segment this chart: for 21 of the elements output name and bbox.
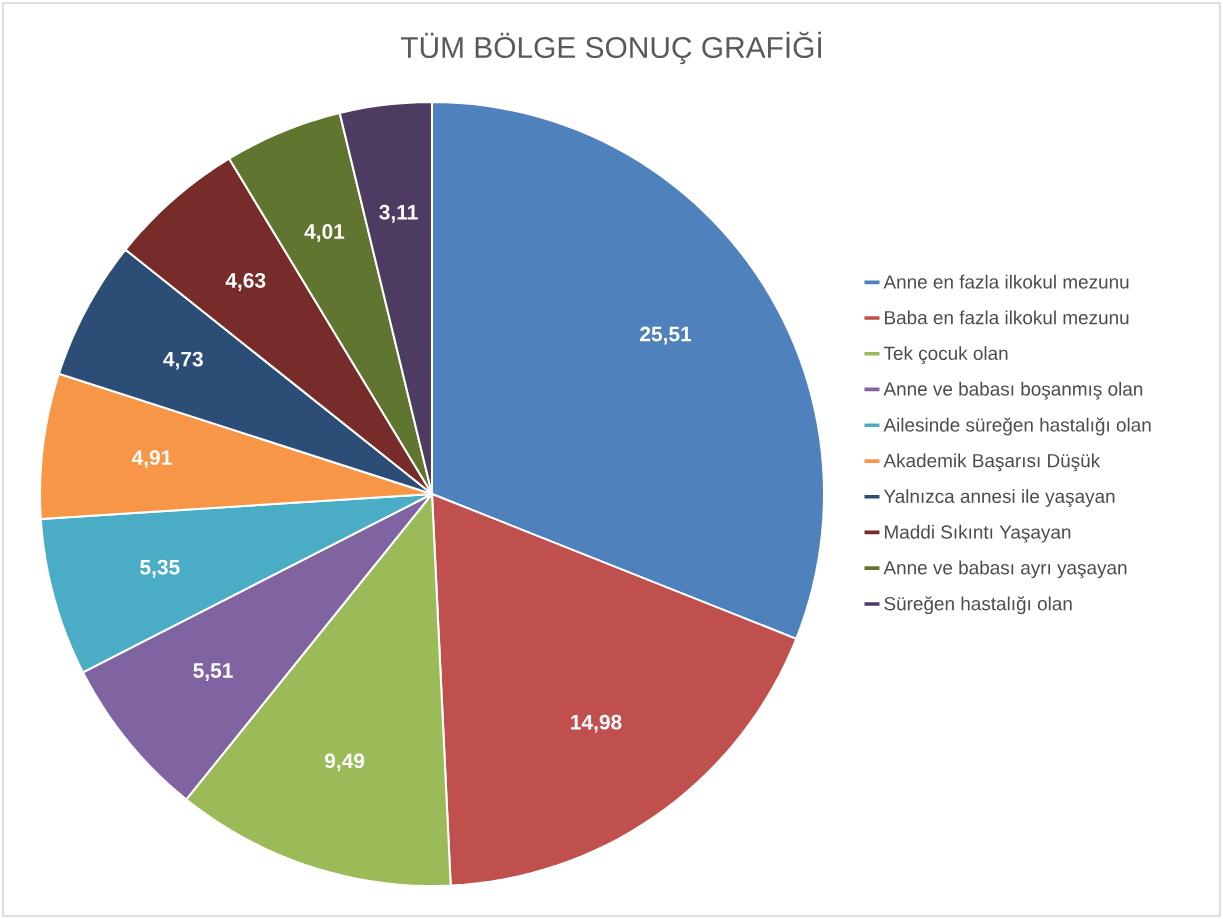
legend-label: Anne ve babası boşanmış olan — [883, 381, 1143, 400]
chart-title: TÜM BÖLGE SONUÇ GRAFİĞİ — [400, 31, 821, 65]
data-label: 5,51 — [193, 663, 233, 681]
data-label: 25,51 — [640, 326, 692, 345]
legend-label: Anne ve babası ayrı yaşayan — [883, 560, 1127, 579]
legend-label: Baba en fazla ilkokul mezunu — [885, 310, 1129, 325]
data-label: 9,49 — [324, 753, 365, 772]
legend-label: Anne en fazla ilkokul mezunu — [883, 274, 1129, 289]
data-label: 14,98 — [571, 714, 622, 733]
legend-label: Ailesinde süreğen hastalığı olan — [883, 417, 1151, 436]
data-label: 3,11 — [379, 204, 418, 223]
legend-label: Akademik Başarısı Düşük — [883, 453, 1101, 472]
data-label: 4,63 — [225, 273, 266, 291]
data-label: 5,35 — [140, 559, 180, 578]
legend-label: Yalnızca annesi ile yaşayan — [883, 489, 1115, 507]
legend-label: Süreğen hastalığı olan — [884, 596, 1072, 615]
legend-label: Tek çocuk olan — [883, 346, 1008, 364]
legend-label: Maddi Sıkıntı Yaşayan — [885, 524, 1071, 543]
data-label: 4,91 — [131, 450, 172, 469]
data-label: 4,73 — [163, 351, 203, 370]
data-label: 4,01 — [304, 224, 345, 242]
